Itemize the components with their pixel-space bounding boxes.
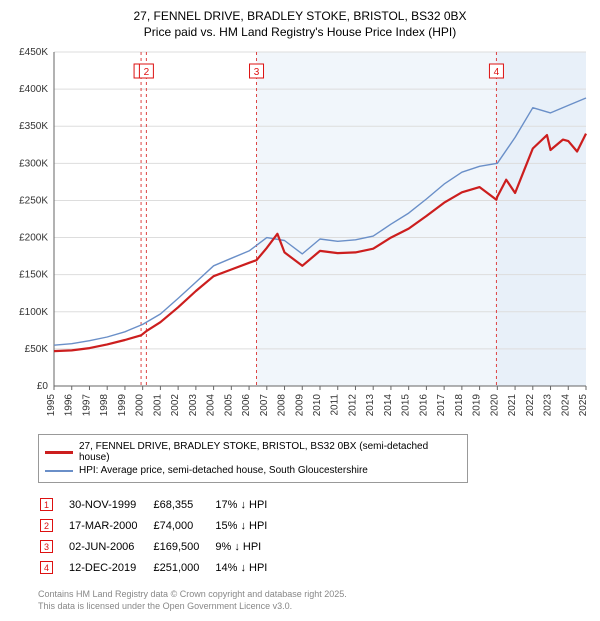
sale-price: £68,355 <box>153 495 213 514</box>
legend-label: HPI: Average price, semi-detached house,… <box>79 465 368 476</box>
svg-text:2013: 2013 <box>365 394 376 417</box>
svg-text:2022: 2022 <box>525 394 536 417</box>
sale-date: 17-MAR-2000 <box>69 516 151 535</box>
svg-text:2018: 2018 <box>454 394 465 417</box>
svg-text:£50K: £50K <box>25 344 49 355</box>
svg-text:1996: 1996 <box>64 394 75 417</box>
title-line1: 27, FENNEL DRIVE, BRADLEY STOKE, BRISTOL… <box>8 8 592 24</box>
legend-swatch <box>45 451 73 454</box>
svg-text:2002: 2002 <box>170 394 181 417</box>
sale-delta: 14% ↓ HPI <box>215 558 281 577</box>
svg-text:£400K: £400K <box>19 84 48 95</box>
table-row: 2 17-MAR-2000£74,00015% ↓ HPI <box>40 516 281 535</box>
legend-label: 27, FENNEL DRIVE, BRADLEY STOKE, BRISTOL… <box>79 441 461 463</box>
svg-text:3: 3 <box>254 67 260 78</box>
svg-text:2001: 2001 <box>152 394 163 417</box>
sale-date: 30-NOV-1999 <box>69 495 151 514</box>
svg-text:2021: 2021 <box>507 394 518 417</box>
table-row: 4 12-DEC-2019£251,00014% ↓ HPI <box>40 558 281 577</box>
sale-delta: 9% ↓ HPI <box>215 537 281 556</box>
svg-text:2007: 2007 <box>259 394 270 417</box>
table-row: 1 30-NOV-1999£68,35517% ↓ HPI <box>40 495 281 514</box>
sale-price: £169,500 <box>153 537 213 556</box>
svg-text:2006: 2006 <box>241 394 252 417</box>
sale-price: £74,000 <box>153 516 213 535</box>
attribution-line2: This data is licensed under the Open Gov… <box>38 601 592 613</box>
svg-text:£200K: £200K <box>19 233 48 244</box>
chart-container: £0 £50K £100K £150K £200K £250K £300K £350K £400… <box>8 46 592 426</box>
sale-marker: 4 <box>40 561 53 574</box>
table-row: 3 02-JUN-2006£169,5009% ↓ HPI <box>40 537 281 556</box>
sale-marker: 1 <box>40 498 53 511</box>
svg-text:1997: 1997 <box>81 394 92 417</box>
svg-text:£450K: £450K <box>19 47 48 58</box>
legend-row: HPI: Average price, semi-detached house,… <box>45 464 461 477</box>
svg-text:2015: 2015 <box>401 394 412 417</box>
svg-text:£350K: £350K <box>19 122 48 133</box>
svg-text:2004: 2004 <box>206 394 217 417</box>
legend-row: 27, FENNEL DRIVE, BRADLEY STOKE, BRISTOL… <box>45 440 461 464</box>
sale-marker: 3 <box>40 540 53 553</box>
svg-text:1998: 1998 <box>99 394 110 417</box>
sale-delta: 17% ↓ HPI <box>215 495 281 514</box>
svg-text:2005: 2005 <box>223 394 234 417</box>
sale-date: 12-DEC-2019 <box>69 558 151 577</box>
svg-text:1995: 1995 <box>46 394 57 417</box>
sales-table: 1 30-NOV-1999£68,35517% ↓ HPI 2 17-MAR-2000… <box>38 493 283 579</box>
attribution-line1: Contains HM Land Registry data © Crown c… <box>38 589 592 601</box>
legend-swatch <box>45 470 73 472</box>
svg-text:£100K: £100K <box>19 307 48 318</box>
svg-text:2000: 2000 <box>135 394 146 417</box>
svg-text:2017: 2017 <box>436 394 447 417</box>
svg-text:2014: 2014 <box>383 394 394 417</box>
svg-text:2003: 2003 <box>188 394 199 417</box>
chart-svg: £0 £50K £100K £150K £200K £250K £300K £350K £400… <box>8 46 592 426</box>
svg-text:2008: 2008 <box>277 394 288 417</box>
svg-text:£300K: £300K <box>19 159 48 170</box>
sale-date: 02-JUN-2006 <box>69 537 151 556</box>
sale-price: £251,000 <box>153 558 213 577</box>
svg-text:2009: 2009 <box>294 394 305 417</box>
svg-text:4: 4 <box>494 67 500 78</box>
title-line2: Price paid vs. HM Land Registry's House … <box>8 24 592 40</box>
chart-title-block: 27, FENNEL DRIVE, BRADLEY STOKE, BRISTOL… <box>8 8 592 40</box>
svg-text:2016: 2016 <box>418 394 429 417</box>
svg-text:2025: 2025 <box>578 394 589 417</box>
svg-text:2023: 2023 <box>543 394 554 417</box>
svg-text:£150K: £150K <box>19 270 48 281</box>
svg-text:2024: 2024 <box>560 394 571 417</box>
svg-text:2020: 2020 <box>489 394 500 417</box>
legend: 27, FENNEL DRIVE, BRADLEY STOKE, BRISTOL… <box>38 434 468 483</box>
svg-text:2: 2 <box>144 67 150 78</box>
svg-text:2012: 2012 <box>347 394 358 417</box>
svg-text:2019: 2019 <box>472 394 483 417</box>
svg-text:£250K: £250K <box>19 196 48 207</box>
svg-text:2011: 2011 <box>330 394 341 416</box>
svg-text:1999: 1999 <box>117 394 128 417</box>
svg-text:2010: 2010 <box>312 394 323 417</box>
svg-text:£0: £0 <box>37 381 49 392</box>
attribution: Contains HM Land Registry data © Crown c… <box>38 589 592 612</box>
sale-marker: 2 <box>40 519 53 532</box>
sale-delta: 15% ↓ HPI <box>215 516 281 535</box>
